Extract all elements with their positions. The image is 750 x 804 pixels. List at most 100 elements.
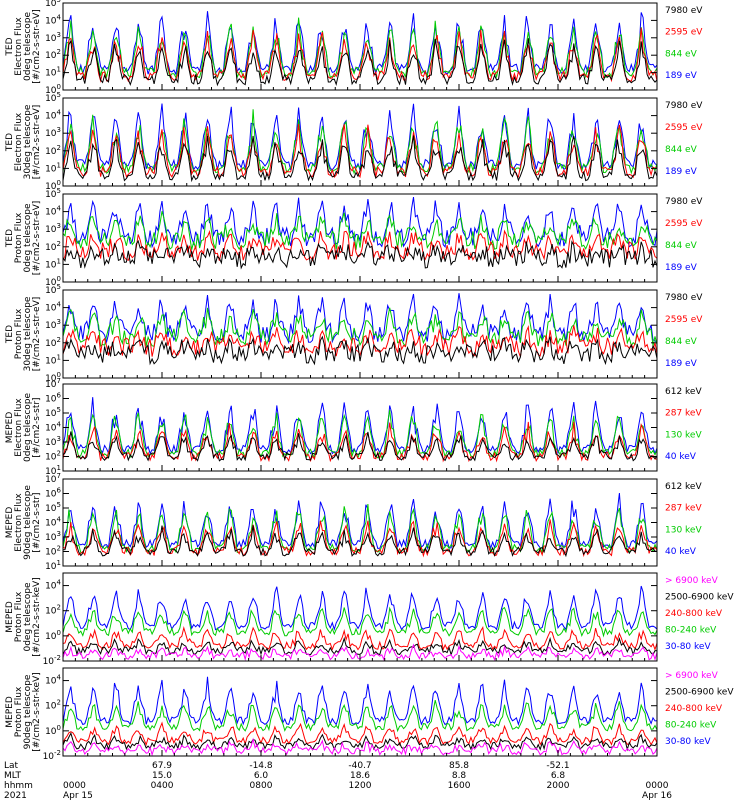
ytick-label: 104 bbox=[45, 109, 61, 122]
panel-6-ylabel-line: 90deg telescope bbox=[23, 485, 33, 560]
panel-2-ylabel-line: Electron Flux bbox=[14, 112, 24, 171]
ytick-label: 104 bbox=[45, 301, 61, 314]
series-287-kev bbox=[63, 519, 657, 558]
legend-item: 2595 eV bbox=[665, 123, 703, 133]
panel-4-series bbox=[63, 293, 657, 366]
ytick-label: 100 bbox=[45, 179, 61, 192]
panel-2 bbox=[62, 97, 658, 187]
legend-item: 189 eV bbox=[665, 71, 698, 81]
ytick-label: 107 bbox=[45, 472, 61, 485]
series-287-kev bbox=[63, 421, 657, 463]
ytick-label: 106 bbox=[45, 487, 61, 500]
ytick-label: 100 bbox=[45, 275, 61, 288]
panel-3-ylabel-line: 0deg telescope bbox=[23, 203, 33, 273]
ytick-label: 101 bbox=[45, 559, 61, 572]
ytick-label: 103 bbox=[45, 530, 61, 543]
legend-item: > 6900 keV bbox=[665, 576, 719, 586]
panel-8-ylabel-line: 90deg telescope bbox=[23, 674, 33, 749]
xtick-lat: -14.8 bbox=[249, 761, 273, 771]
series-40-kev bbox=[63, 492, 657, 551]
legend-item: 240-800 keV bbox=[665, 609, 723, 619]
panel-4-ylabel-line: [#/cm2-s-str-eV] bbox=[32, 297, 42, 372]
legend-item: 2595 eV bbox=[665, 28, 703, 38]
series-189-ev bbox=[63, 293, 657, 345]
panel-7-frame bbox=[62, 572, 658, 662]
xtick-day: Apr 16 bbox=[642, 791, 672, 800]
ytick-label: 103 bbox=[45, 126, 61, 139]
legend-item: 30-80 keV bbox=[665, 737, 711, 747]
legend-item: 612 keV bbox=[665, 482, 702, 492]
series-2595-ev bbox=[63, 27, 657, 83]
legend-item: 7980 eV bbox=[665, 293, 703, 303]
panel-2-ylabel-line: 30deg telescope bbox=[23, 104, 33, 179]
legend-item: 189 eV bbox=[665, 359, 698, 369]
xtick-lat: 85.8 bbox=[449, 761, 469, 771]
panel-5-ylabel-line: MEPED bbox=[5, 412, 15, 444]
panel-3-ylabel-line: Proton Flux bbox=[14, 212, 24, 263]
panel-4-ylabel-line: 30deg telescope bbox=[23, 296, 33, 371]
series-2500-6900-kev bbox=[63, 636, 657, 657]
panel-8-ylabel-line: Proton Flux bbox=[14, 686, 24, 737]
xtick-mlt: 6.0 bbox=[254, 771, 269, 781]
panel-1-ylabel-line: Electron Flux bbox=[14, 17, 24, 76]
panel-6-ylabel-line: [#/cm2-s-str] bbox=[32, 492, 42, 552]
ytick-label: 10-2 bbox=[43, 654, 61, 667]
panel-5-ylabel-line: [#/cm2-s-str] bbox=[32, 397, 42, 457]
series-612-kev bbox=[63, 525, 657, 558]
ytick-label: 106 bbox=[45, 392, 61, 405]
legend-item: 844 eV bbox=[665, 49, 698, 59]
series-189-ev bbox=[63, 197, 657, 249]
panel-7-series bbox=[63, 585, 657, 661]
series-130-kev bbox=[63, 504, 657, 555]
legend-item: 30-80 keV bbox=[665, 642, 711, 652]
ytick-label: 105 bbox=[45, 91, 61, 104]
ytick-label: 105 bbox=[45, 283, 61, 296]
panel-4-ylabel-line: Proton Flux bbox=[14, 308, 24, 359]
xaxis-row-label: hhmm bbox=[4, 781, 33, 791]
ytick-label: 104 bbox=[45, 13, 61, 26]
legend-item: 2595 eV bbox=[665, 219, 703, 229]
ytick-label: 101 bbox=[45, 161, 61, 174]
panel-8-ylabel-line: MEPED bbox=[5, 696, 15, 728]
series-7980-ev bbox=[63, 135, 657, 183]
ytick-label: 101 bbox=[45, 353, 61, 366]
ytick-label: 100 bbox=[45, 371, 61, 384]
xtick-hhmm: 1200 bbox=[349, 781, 372, 791]
legend-item: 287 keV bbox=[665, 409, 702, 419]
panel-5-yticks bbox=[63, 383, 657, 472]
ytick-label: 100 bbox=[45, 724, 61, 737]
panel-3-yticks bbox=[63, 193, 657, 283]
panel-2-ylabel-line: [#/cm2-s-str-eV] bbox=[32, 105, 42, 180]
ytick-label: 103 bbox=[45, 318, 61, 331]
legend-item: 240-800 keV bbox=[665, 704, 723, 714]
panel-8-yticks bbox=[63, 680, 657, 757]
ytick-label: 102 bbox=[45, 545, 61, 558]
ytick-label: 103 bbox=[45, 31, 61, 44]
xtick-hhmm: 0000 bbox=[646, 781, 669, 791]
series-240-800-kev bbox=[63, 721, 657, 747]
ytick-label: 103 bbox=[45, 435, 61, 448]
legend-item: 189 eV bbox=[665, 167, 698, 177]
panel-2-ylabel-line: TED bbox=[5, 133, 15, 152]
panel-3-series bbox=[63, 197, 657, 270]
legend-item: 130 keV bbox=[665, 430, 702, 440]
ytick-label: 105 bbox=[45, 501, 61, 514]
xaxis-row-label: MLT bbox=[4, 771, 22, 781]
panel-7-ylabel-line: 0deg telescope bbox=[23, 582, 33, 652]
legend-item: > 6900 keV bbox=[665, 671, 719, 681]
xtick-day: Apr 15 bbox=[63, 791, 93, 800]
legend-item: 40 keV bbox=[665, 547, 697, 557]
xtick-mlt: 18.6 bbox=[350, 771, 370, 781]
panel-2-yticks bbox=[63, 97, 657, 187]
ytick-label: 104 bbox=[45, 674, 61, 687]
ytick-label: 104 bbox=[45, 205, 61, 218]
legend-item: 844 eV bbox=[665, 145, 698, 155]
panel-5-ylabel-line: 0deg telescope bbox=[23, 393, 33, 463]
ytick-label: 104 bbox=[45, 516, 61, 529]
ytick-label: 102 bbox=[45, 450, 61, 463]
series-189-ev bbox=[63, 11, 657, 76]
series-30-80-kev bbox=[63, 585, 657, 632]
ytick-label: 102 bbox=[45, 240, 61, 253]
